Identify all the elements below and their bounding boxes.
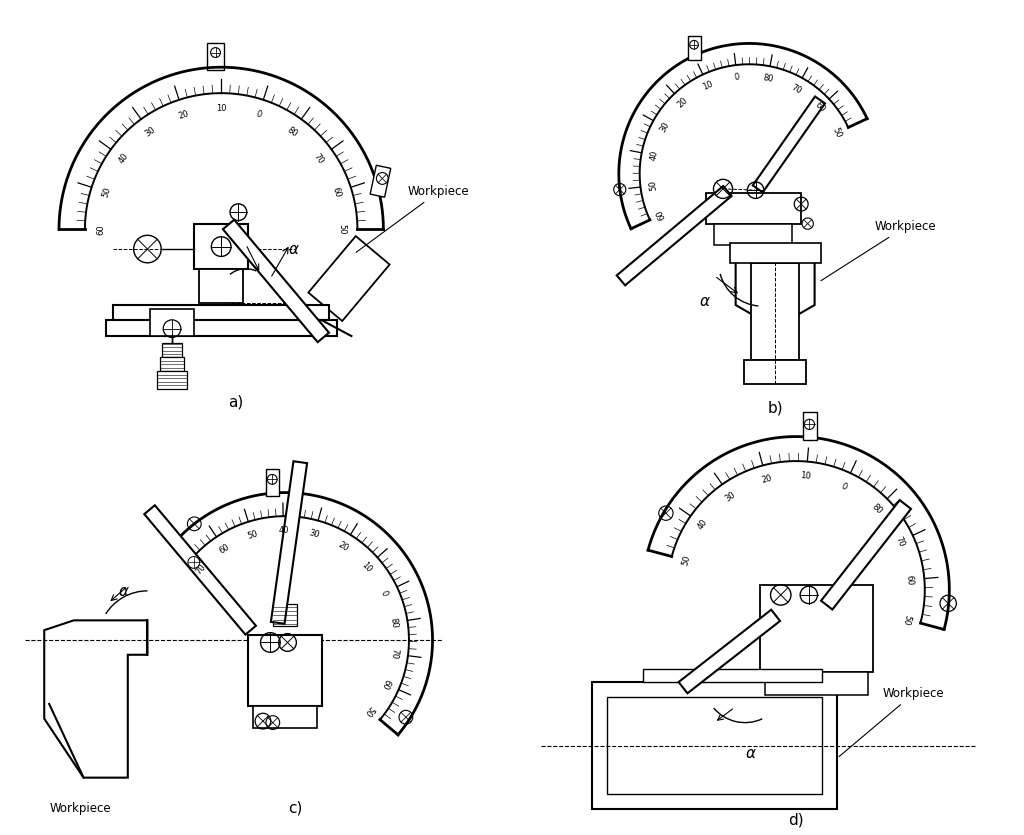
Text: 50: 50 bbox=[830, 126, 843, 139]
Text: 60: 60 bbox=[330, 185, 342, 199]
Text: 0: 0 bbox=[840, 481, 849, 492]
Text: 60: 60 bbox=[379, 677, 392, 691]
Text: 80: 80 bbox=[869, 502, 884, 516]
Text: 10: 10 bbox=[360, 560, 374, 574]
Polygon shape bbox=[144, 505, 256, 635]
Text: 30: 30 bbox=[308, 529, 321, 540]
Text: 30: 30 bbox=[657, 120, 671, 134]
Text: 50: 50 bbox=[648, 180, 658, 191]
Text: 70: 70 bbox=[893, 535, 906, 549]
Polygon shape bbox=[308, 236, 389, 321]
Text: 80: 80 bbox=[762, 73, 774, 84]
Polygon shape bbox=[271, 461, 307, 624]
Polygon shape bbox=[679, 610, 780, 693]
Text: 50: 50 bbox=[362, 704, 376, 717]
Text: 60: 60 bbox=[655, 208, 668, 221]
Bar bbox=[199, 269, 244, 303]
Text: $\alpha$: $\alpha$ bbox=[118, 584, 130, 599]
Polygon shape bbox=[616, 186, 731, 286]
Text: 30: 30 bbox=[143, 125, 158, 139]
Polygon shape bbox=[223, 220, 329, 342]
Text: c): c) bbox=[288, 800, 302, 815]
Bar bbox=[607, 697, 821, 794]
Text: 30: 30 bbox=[724, 489, 737, 504]
Text: 70: 70 bbox=[312, 151, 326, 165]
Bar bbox=[592, 681, 837, 809]
Text: Workpiece: Workpiece bbox=[49, 802, 111, 815]
Text: 50: 50 bbox=[900, 613, 912, 625]
Bar bbox=[706, 193, 801, 224]
Bar bbox=[160, 357, 184, 371]
Text: 10: 10 bbox=[216, 104, 226, 114]
Text: 50: 50 bbox=[680, 554, 691, 566]
Text: Workpiece: Workpiece bbox=[821, 220, 937, 281]
Bar bbox=[643, 669, 821, 681]
Bar bbox=[272, 605, 297, 626]
Polygon shape bbox=[821, 500, 911, 610]
Text: $\alpha$: $\alpha$ bbox=[288, 242, 299, 257]
Bar bbox=[207, 43, 224, 70]
Bar bbox=[253, 706, 317, 728]
Text: 40: 40 bbox=[117, 152, 130, 165]
Text: Workpiece: Workpiece bbox=[356, 185, 470, 252]
Text: 0: 0 bbox=[379, 589, 389, 597]
Bar bbox=[715, 224, 793, 245]
Text: 60: 60 bbox=[96, 224, 105, 235]
Text: 20: 20 bbox=[177, 109, 190, 120]
Text: a): a) bbox=[228, 394, 244, 409]
Text: 50: 50 bbox=[100, 185, 113, 199]
Bar bbox=[765, 671, 867, 695]
Text: 70: 70 bbox=[790, 83, 803, 95]
Polygon shape bbox=[370, 165, 391, 197]
Text: 80: 80 bbox=[285, 125, 299, 139]
Text: 0: 0 bbox=[734, 73, 740, 83]
Text: $\alpha$: $\alpha$ bbox=[699, 294, 711, 309]
Bar bbox=[687, 36, 701, 60]
Text: 70: 70 bbox=[389, 648, 399, 660]
Text: 50: 50 bbox=[246, 529, 259, 541]
Text: 70: 70 bbox=[195, 563, 208, 576]
Text: $\alpha$: $\alpha$ bbox=[745, 746, 757, 762]
Text: b): b) bbox=[767, 401, 783, 416]
Bar bbox=[752, 263, 799, 361]
Bar bbox=[195, 225, 248, 269]
Text: 60: 60 bbox=[217, 542, 231, 555]
Bar bbox=[743, 361, 806, 384]
Bar bbox=[729, 243, 820, 263]
Polygon shape bbox=[44, 620, 147, 777]
Bar bbox=[113, 305, 330, 321]
Bar bbox=[105, 320, 337, 336]
Bar bbox=[803, 412, 816, 440]
Text: 40: 40 bbox=[279, 526, 289, 535]
Text: 80: 80 bbox=[388, 617, 398, 629]
Bar bbox=[150, 309, 195, 336]
Text: 60: 60 bbox=[813, 101, 826, 114]
Text: 50: 50 bbox=[337, 224, 346, 235]
Polygon shape bbox=[735, 236, 815, 328]
Text: 40: 40 bbox=[696, 518, 710, 531]
Text: 10: 10 bbox=[701, 79, 715, 92]
Text: 20: 20 bbox=[761, 474, 773, 485]
Text: 60: 60 bbox=[905, 574, 914, 585]
Text: 0: 0 bbox=[255, 109, 262, 119]
Text: Workpiece: Workpiece bbox=[839, 687, 944, 757]
Bar bbox=[760, 584, 872, 671]
Bar bbox=[266, 468, 280, 496]
Polygon shape bbox=[753, 97, 825, 192]
Text: 20: 20 bbox=[336, 540, 350, 554]
Bar bbox=[162, 343, 182, 357]
Text: d): d) bbox=[788, 812, 804, 827]
Text: 20: 20 bbox=[676, 96, 690, 109]
Text: 40: 40 bbox=[648, 149, 659, 161]
Bar bbox=[158, 371, 186, 389]
Text: 10: 10 bbox=[801, 471, 812, 481]
Bar bbox=[248, 635, 322, 706]
